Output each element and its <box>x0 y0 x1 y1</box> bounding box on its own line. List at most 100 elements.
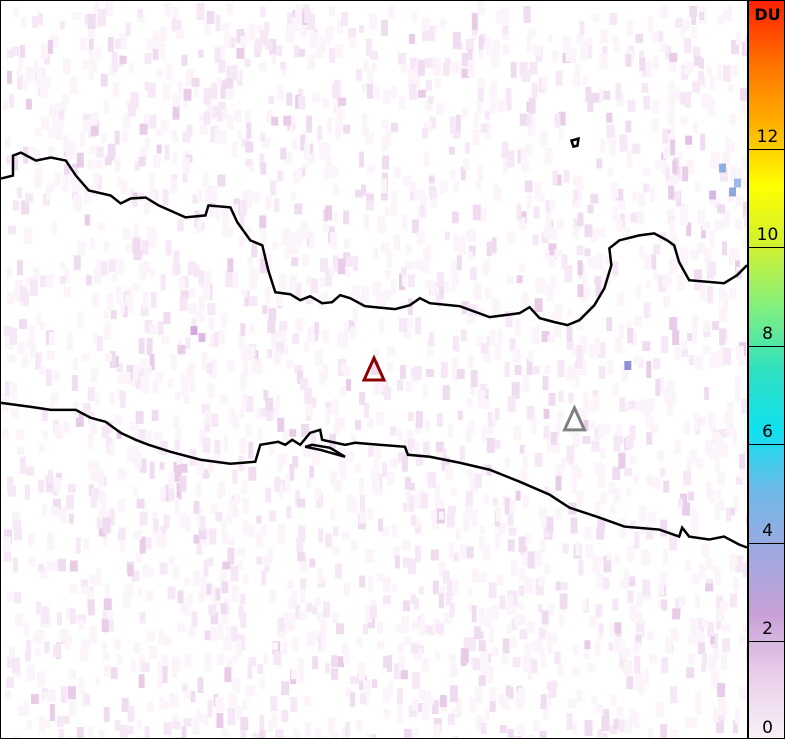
so2-pixel <box>424 419 430 431</box>
so2-pixel <box>214 127 220 143</box>
so2-pixel <box>698 416 707 426</box>
so2-pixel <box>633 474 639 483</box>
so2-pixel <box>730 165 738 182</box>
so2-pixel <box>386 362 393 373</box>
so2-pixel <box>264 21 270 32</box>
so2-pixel <box>350 498 358 514</box>
so2-pixel <box>710 352 718 369</box>
so2-pixel <box>343 650 351 664</box>
so2-pixel <box>575 199 581 208</box>
so2-pixel <box>17 342 25 355</box>
so2-pixel <box>204 410 212 423</box>
so2-pixel <box>84 214 90 226</box>
so2-pixel <box>467 637 476 652</box>
so2-pixel <box>733 720 739 734</box>
so2-pixel <box>669 317 678 331</box>
so2-pixel <box>427 25 435 41</box>
so2-pixel <box>452 736 458 738</box>
so2-pixel <box>409 482 415 491</box>
so2-pixel <box>413 366 422 380</box>
so2-pixel <box>194 210 200 228</box>
so2-pixel <box>114 38 121 49</box>
so2-pixel <box>543 425 550 439</box>
so2-pixel <box>259 715 265 732</box>
so2-pixel <box>96 146 104 158</box>
so2-pixel <box>611 134 617 144</box>
so2-pixel <box>145 590 154 602</box>
so2-pixel <box>694 55 702 66</box>
so2-pixel <box>669 534 678 551</box>
so2-pixel <box>461 107 468 118</box>
so2-pixel <box>694 269 703 280</box>
so2-pixel <box>407 558 416 575</box>
so2-pixel <box>202 468 210 479</box>
so2-pixel <box>345 687 352 698</box>
so2-pixel <box>300 578 307 590</box>
so2-pixel <box>232 508 240 518</box>
so2-pixel <box>86 590 94 608</box>
so2-pixel <box>457 410 463 420</box>
so2-pixel <box>49 182 55 191</box>
so2-pixel <box>348 27 357 37</box>
so2-pixel <box>196 537 202 555</box>
so2-pixel <box>650 186 656 203</box>
so2-pixel <box>228 694 237 708</box>
so2-pixel <box>170 178 178 194</box>
so2-pixel <box>228 500 236 513</box>
so2-pixel <box>88 37 94 52</box>
so2-pixel <box>302 254 310 267</box>
so2-pixel <box>414 317 421 335</box>
so2-pixel <box>300 555 308 573</box>
so2-pixel <box>221 581 229 594</box>
so2-pixel <box>744 226 747 244</box>
so2-pixel <box>397 451 405 463</box>
so2-pixel <box>463 637 471 650</box>
so2-pixel <box>461 52 469 66</box>
so2-pixel <box>686 560 692 572</box>
so2-pixel <box>315 350 324 367</box>
so2-pixel <box>649 654 658 664</box>
so2-pixel <box>288 598 295 610</box>
so2-pixel <box>252 733 261 738</box>
so2-pixel <box>431 517 439 530</box>
so2-pixel <box>300 134 306 151</box>
so2-pixel <box>699 563 706 579</box>
so2-pixel <box>135 553 143 562</box>
so2-pixel <box>175 428 182 444</box>
so2-pixel <box>246 122 252 139</box>
so2-pixel <box>553 326 562 338</box>
so2-pixel <box>548 681 557 699</box>
so2-pixel <box>322 329 330 344</box>
so2-pixel <box>418 586 424 595</box>
so2-pixel <box>267 547 274 563</box>
so2-pixel <box>186 367 195 383</box>
so2-pixel <box>723 293 729 311</box>
so2-pixel <box>162 83 171 101</box>
so2-pixel <box>409 57 417 75</box>
so2-pixel <box>305 723 312 738</box>
so2-pixel <box>648 15 654 33</box>
so2-pixel <box>62 134 69 152</box>
so2-pixel <box>719 329 726 346</box>
so2-pixel <box>132 283 140 292</box>
so2-pixel <box>546 285 554 302</box>
so2-pixel <box>42 430 48 439</box>
so2-pixel <box>282 228 291 246</box>
so2-pixel <box>467 420 474 430</box>
so2-pixel <box>584 720 593 737</box>
so2-pixel <box>684 37 692 53</box>
so2-pixel <box>220 603 228 615</box>
so2-pixel <box>103 332 111 341</box>
so2-pixel <box>281 681 290 696</box>
so2-pixel <box>400 670 408 680</box>
so2-pixel <box>200 515 206 531</box>
so2-pixel <box>138 428 146 441</box>
so2-pixel <box>187 593 193 607</box>
so2-pixel <box>211 413 219 427</box>
colorbar-tick-label: 4 <box>762 520 773 541</box>
so2-pixel <box>131 570 140 582</box>
so2-pixel <box>473 626 481 640</box>
so2-pixel <box>535 639 543 648</box>
so2-pixel <box>87 460 94 471</box>
so2-pixel <box>582 75 588 85</box>
